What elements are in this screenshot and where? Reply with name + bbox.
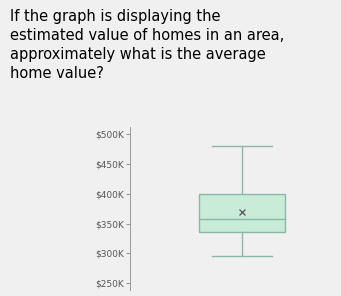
- FancyBboxPatch shape: [199, 194, 285, 232]
- Text: If the graph is displaying the
estimated value of homes in an area,
approximatel: If the graph is displaying the estimated…: [10, 9, 284, 81]
